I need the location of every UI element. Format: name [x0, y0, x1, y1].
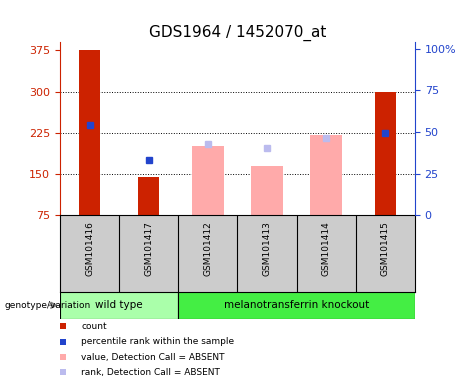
Text: count: count [81, 322, 107, 331]
Text: genotype/variation: genotype/variation [5, 301, 91, 310]
Text: melanotransferrin knockout: melanotransferrin knockout [224, 300, 369, 310]
Bar [251, 166, 283, 215]
Bar [310, 136, 343, 215]
Title: GDS1964 / 1452070_at: GDS1964 / 1452070_at [149, 25, 326, 41]
Text: rank, Detection Call = ABSENT: rank, Detection Call = ABSENT [81, 368, 220, 377]
Text: GSM101417: GSM101417 [144, 221, 153, 276]
Text: wild type: wild type [95, 300, 143, 310]
Text: GSM101416: GSM101416 [85, 221, 94, 276]
Bar [178, 292, 415, 319]
Bar [79, 50, 100, 215]
Text: GSM101415: GSM101415 [381, 221, 390, 276]
Text: value, Detection Call = ABSENT: value, Detection Call = ABSENT [81, 353, 225, 362]
Text: GSM101412: GSM101412 [203, 221, 213, 276]
Text: GSM101413: GSM101413 [262, 221, 272, 276]
Bar [192, 146, 224, 215]
Bar [375, 92, 396, 215]
Bar [138, 177, 159, 215]
Bar [60, 292, 178, 319]
Text: GSM101414: GSM101414 [322, 221, 331, 276]
Text: percentile rank within the sample: percentile rank within the sample [81, 337, 234, 346]
